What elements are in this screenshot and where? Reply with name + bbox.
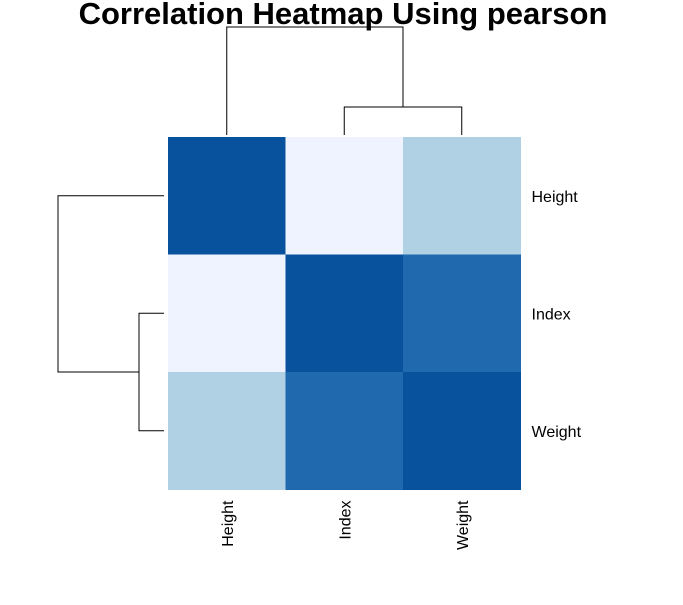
heatmap-cells: [168, 137, 521, 490]
row-label-height: Height: [532, 189, 579, 206]
heatmap-cell-weight-height: [168, 372, 286, 490]
column-dendrogram-branch-index-weight: [343, 106, 463, 135]
column-labels: Height Index Weight: [220, 500, 472, 550]
chart-title: Correlation Heatmap Using pearson: [79, 0, 608, 31]
column-label-index: Index: [337, 501, 354, 540]
heatmap-cell-index-index: [285, 254, 404, 373]
column-dendrogram: [226, 26, 463, 135]
heatmap-cell-weight-index: [285, 372, 404, 490]
column-dendrogram-branch-root: [226, 26, 404, 135]
row-label-weight: Weight: [532, 424, 582, 441]
heatmap-cell-index-height: [168, 254, 286, 373]
row-dendrogram-branch-root: [57, 195, 164, 373]
row-labels: Height Index Weight: [532, 189, 582, 441]
column-label-weight: Weight: [455, 500, 472, 550]
heatmap-cell-index-weight: [403, 254, 521, 373]
row-label-index: Index: [532, 306, 571, 323]
row-dendrogram: [57, 195, 164, 432]
heatmap-cell-height-height: [168, 137, 286, 255]
heatmap-cell-weight-weight: [403, 372, 521, 490]
row-dendrogram-branch-index-weight: [138, 312, 164, 432]
heatmap-cell-height-index: [285, 137, 404, 255]
heatmap-cell-height-weight: [403, 137, 521, 255]
column-label-height: Height: [220, 500, 237, 547]
